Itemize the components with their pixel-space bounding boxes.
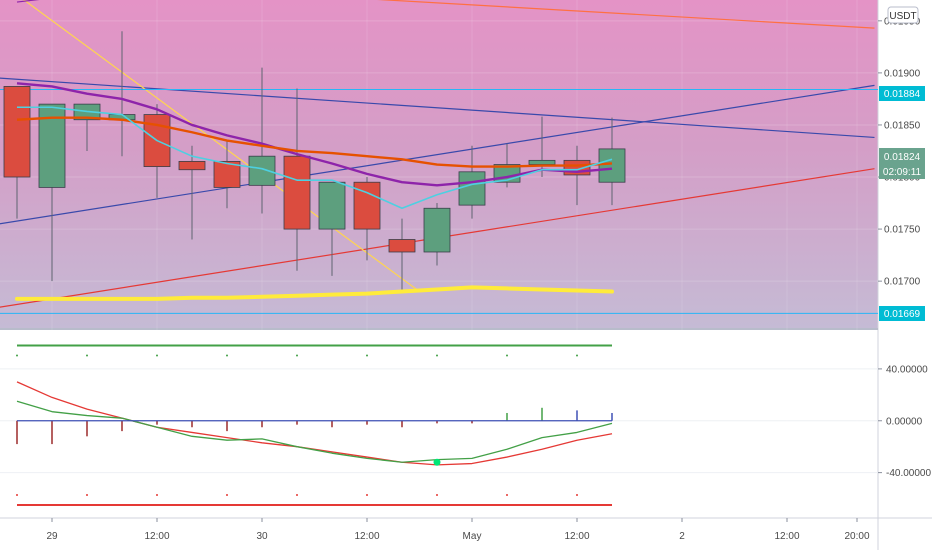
current-price-label: 0.01824 02:09:11: [879, 148, 925, 179]
indicator-series: [16, 344, 613, 507]
candle-body: [318, 181, 346, 230]
candle-body: [178, 160, 206, 171]
time-tick-label: 29: [46, 531, 58, 542]
indicator-band-dot: [576, 354, 578, 357]
indicator-band-dot: [16, 354, 18, 357]
indicator-band-dot: [436, 494, 438, 497]
candle-body: [213, 160, 241, 188]
indicator-band-dot: [366, 354, 368, 357]
trend-line: [0, 84, 875, 225]
indicator-band-dot: [296, 354, 298, 357]
indicator-band-dot: [506, 494, 508, 497]
indicator-tick-label: 0.00000: [886, 416, 923, 427]
price-tick-label: 0.01700: [884, 277, 921, 288]
time-tick-label: 12:00: [564, 531, 589, 542]
candle-body: [458, 171, 486, 206]
indicator-band-dot: [296, 494, 298, 497]
indicator-pane-background: [0, 330, 878, 518]
time-axis-background: [0, 518, 878, 550]
time-tick-label: 12:00: [354, 531, 379, 542]
indicator-band-dot: [156, 494, 158, 497]
time-tick-label: 12:00: [144, 531, 169, 542]
indicator-signal-marker: [433, 458, 441, 466]
time-tick-label: 2: [679, 531, 685, 542]
indicator-band-dot: [16, 494, 18, 497]
moving-average-line: [17, 106, 613, 210]
candle-body: [283, 155, 311, 230]
time-tick-label: 30: [256, 531, 268, 542]
currency-label[interactable]: USDT: [887, 6, 919, 24]
indicator-band-dot: [506, 354, 508, 357]
price-tick-label: 0.01900: [884, 68, 921, 79]
price-tick-label: 0.01850: [884, 120, 921, 131]
moving-average-line: [16, 82, 613, 187]
lower-level-price-label: 0.01669: [879, 306, 925, 321]
candle-body: [423, 207, 451, 253]
trend-line: [376, 0, 875, 29]
indicator-band-dot: [576, 494, 578, 497]
current-price-text: 0.01824: [884, 152, 921, 163]
indicator-band-dot: [86, 354, 88, 357]
horizontal-levels[interactable]: [0, 89, 878, 314]
time-axis[interactable]: 29 12:00 30 12:00 May 12:00 2 12:00 20:00: [46, 518, 870, 542]
price-tick-label: 0.01750: [884, 225, 921, 236]
time-tick-label: 20:00: [844, 531, 869, 542]
indicator-band-dot: [86, 494, 88, 497]
candle-body: [528, 159, 556, 165]
countdown-text: 02:09:11: [883, 167, 922, 178]
candle-body: [248, 155, 276, 186]
yellow-band: [15, 285, 614, 301]
indicator-band-dot: [436, 354, 438, 357]
yellow-band-line: [15, 285, 614, 301]
currency-text: USDT: [889, 11, 916, 22]
indicator-tick-label: -40.00000: [886, 468, 931, 479]
moving-averages: [16, 82, 613, 210]
trend-line: [23, 0, 420, 293]
upper-level-text: 0.01884: [884, 89, 921, 100]
candle-body: [3, 86, 31, 178]
indicator-tick-label: 40.00000: [886, 364, 928, 375]
indicator-band-dot: [366, 494, 368, 497]
indicator-band-dot: [226, 494, 228, 497]
moving-average-line: [16, 116, 613, 168]
indicator-band-dot: [226, 354, 228, 357]
lower-level-text: 0.01669: [884, 309, 921, 320]
candle-body: [598, 148, 626, 183]
time-tick-label: May: [463, 531, 482, 542]
candle-body: [388, 239, 416, 253]
upper-level-price-label: 0.01884: [879, 86, 925, 101]
time-tick-label: 12:00: [774, 531, 799, 542]
trend-line: [0, 77, 875, 139]
indicator-band-dot: [156, 354, 158, 357]
indicator-series-line: [16, 400, 613, 463]
